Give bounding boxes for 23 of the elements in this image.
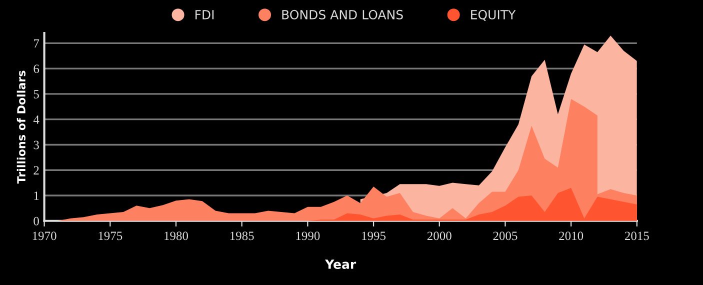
y-tick-label: 1 (34, 192, 39, 200)
x-tick-label: 2000 (427, 232, 452, 240)
x-tick-label: 1980 (164, 232, 188, 240)
y-tick-label: 5 (34, 90, 39, 98)
x-tick-label: 2015 (624, 232, 649, 240)
x-tick-label: 1990 (296, 232, 320, 240)
x-tick-label: 2005 (493, 232, 518, 240)
x-tick-label: 2010 (559, 232, 584, 240)
x-tick-label: 1970 (32, 232, 56, 240)
y-tick-label: 2 (34, 166, 39, 174)
legend-label: BONDS AND LOANS (282, 10, 403, 20)
y-tick-label: 7 (34, 39, 40, 48)
y-axis-title: Trillions of Dollars (16, 70, 26, 184)
x-axis-title: Year (324, 260, 356, 269)
y-tick-label: 3 (34, 140, 39, 150)
legend-label: EQUITY (471, 10, 516, 21)
x-tick-label: 1985 (230, 232, 254, 240)
y-tick-label: 6 (34, 64, 40, 74)
x-tick-label: 1995 (362, 232, 386, 240)
y-tick-label: 4 (33, 115, 40, 124)
legend-label: FDI (196, 10, 214, 20)
y-tick-label: 0 (34, 216, 39, 226)
x-tick-label: 1975 (98, 232, 122, 240)
